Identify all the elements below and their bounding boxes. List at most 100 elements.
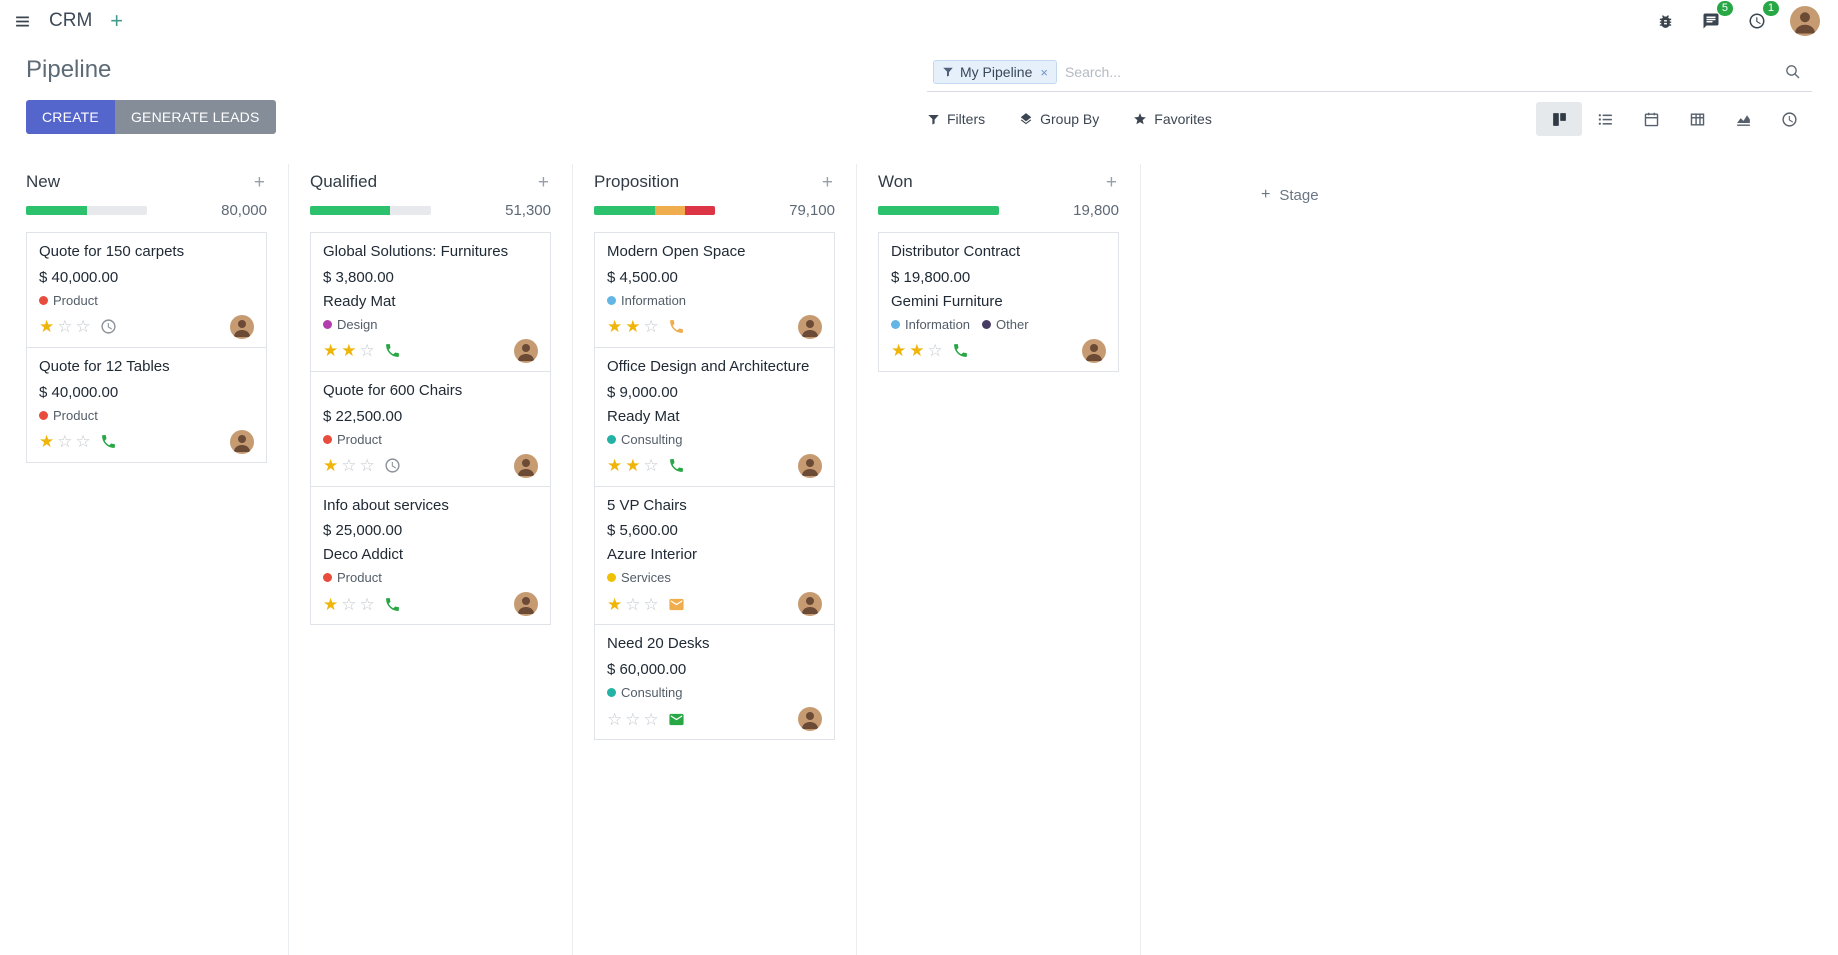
activity-button[interactable] [952, 342, 969, 359]
priority-star-icon[interactable]: ☆ [625, 594, 641, 614]
search-facet[interactable]: My Pipeline × [933, 60, 1057, 84]
generate-leads-button[interactable]: GENERATE LEADS [114, 100, 276, 134]
menu-icon[interactable] [10, 9, 35, 34]
kanban-card[interactable]: Quote for 150 carpets $ 40,000.00 Produc… [26, 232, 267, 348]
priority-star-icon[interactable]: ★ [891, 341, 907, 361]
kanban-card[interactable]: Need 20 Desks $ 60,000.00 Consulting ☆ ☆ ☆ [594, 624, 835, 740]
priority-star-icon[interactable]: ☆ [643, 709, 659, 729]
priority-star-icon[interactable]: ★ [625, 456, 641, 475]
priority-star-icon[interactable]: ★ [323, 594, 339, 614]
kanban-card[interactable]: Global Solutions: Furnitures $ 3,800.00 … [310, 232, 551, 372]
priority-star-icon[interactable]: ☆ [643, 456, 659, 475]
progress-segment[interactable] [594, 206, 655, 215]
column-title[interactable]: New [26, 172, 61, 191]
priority-star-icon[interactable]: ★ [39, 317, 55, 337]
progress-segment[interactable] [654, 206, 685, 215]
progress-segment[interactable] [310, 206, 390, 215]
priority-star-icon[interactable]: ★ [607, 317, 623, 337]
progress-segment[interactable] [878, 206, 999, 215]
column-quick-add-icon[interactable]: + [253, 171, 265, 193]
avatar[interactable] [798, 592, 822, 617]
search-bar[interactable]: My Pipeline × [927, 56, 1812, 92]
avatar[interactable] [514, 592, 538, 617]
app-name[interactable]: CRM [49, 10, 93, 31]
priority-star-icon[interactable]: ☆ [57, 317, 73, 337]
avatar[interactable] [798, 453, 822, 478]
priority-star-icon[interactable]: ★ [39, 432, 55, 451]
avatar[interactable] [230, 314, 254, 339]
avatar[interactable] [514, 338, 538, 363]
view-graph-button[interactable] [1720, 102, 1766, 136]
view-list-button[interactable] [1582, 102, 1628, 136]
kanban-card[interactable]: 5 VP Chairs $ 5,600.00 Azure Interior Se… [594, 485, 835, 626]
user-avatar[interactable] [1790, 6, 1820, 36]
activity-button[interactable] [100, 318, 117, 335]
column-quick-add-icon[interactable]: + [537, 171, 549, 193]
column-progressbar[interactable] [594, 206, 715, 215]
kanban-card[interactable]: Quote for 600 Chairs $ 22,500.00 Product… [310, 370, 551, 487]
view-activity-button[interactable] [1766, 102, 1812, 136]
facet-remove-icon[interactable]: × [1040, 64, 1048, 80]
group-by-button[interactable]: Group By [1019, 105, 1099, 133]
priority-star-icon[interactable]: ★ [341, 341, 357, 361]
priority-star-icon[interactable]: ☆ [643, 317, 659, 337]
priority-star-icon[interactable]: ★ [607, 456, 623, 475]
priority-star-icon[interactable]: ☆ [359, 594, 375, 614]
column-quick-add-icon[interactable]: + [1105, 171, 1117, 193]
activity-button[interactable] [384, 342, 401, 359]
kanban-card[interactable]: Modern Open Space $ 4,500.00 Information… [594, 232, 835, 348]
column-title[interactable]: Qualified [310, 172, 378, 191]
priority-star-icon[interactable]: ☆ [341, 594, 357, 614]
filters-button[interactable]: Filters [927, 105, 985, 133]
priority-star-icon[interactable]: ☆ [359, 456, 375, 475]
column-progressbar[interactable] [310, 206, 431, 215]
search-input[interactable] [1056, 59, 1780, 85]
avatar[interactable] [1082, 338, 1106, 363]
add-stage-button[interactable]: + Stage [1255, 186, 1325, 210]
priority-star-icon[interactable]: ☆ [341, 456, 357, 475]
priority-star-icon[interactable]: ☆ [927, 341, 943, 361]
priority-star-icon[interactable]: ☆ [57, 432, 73, 451]
column-title[interactable]: Won [878, 172, 913, 191]
activity-button[interactable] [384, 457, 401, 474]
activity-button[interactable] [668, 596, 685, 613]
column-progressbar[interactable] [878, 206, 999, 215]
priority-star-icon[interactable]: ★ [323, 456, 339, 475]
avatar[interactable] [514, 453, 538, 478]
kanban-card[interactable]: Distributor Contract $ 19,800.00 Gemini … [878, 232, 1119, 372]
activity-button[interactable] [668, 318, 685, 335]
search-button[interactable] [1780, 59, 1806, 85]
view-kanban-button[interactable] [1536, 102, 1582, 136]
view-calendar-button[interactable] [1628, 102, 1674, 136]
avatar[interactable] [798, 707, 822, 731]
add-icon[interactable]: + [106, 6, 127, 36]
kanban-card[interactable]: Quote for 12 Tables $ 40,000.00 Product … [26, 346, 267, 463]
priority-star-icon[interactable]: ☆ [75, 432, 91, 451]
activity-button[interactable] [100, 433, 117, 450]
priority-star-icon[interactable]: ☆ [625, 709, 641, 729]
priority-star-icon[interactable]: ☆ [359, 341, 375, 361]
priority-star-icon[interactable]: ☆ [607, 709, 623, 729]
avatar[interactable] [798, 314, 822, 339]
kanban-card[interactable]: Info about services $ 25,000.00 Deco Add… [310, 485, 551, 626]
column-quick-add-icon[interactable]: + [821, 171, 833, 193]
kanban-card[interactable]: Office Design and Architecture $ 9,000.0… [594, 346, 835, 487]
avatar[interactable] [230, 429, 254, 454]
activity-button[interactable] [668, 711, 685, 728]
column-title[interactable]: Proposition [594, 172, 680, 191]
priority-star-icon[interactable]: ☆ [75, 317, 91, 337]
column-progressbar[interactable] [26, 206, 147, 215]
activity-button[interactable] [384, 596, 401, 613]
priority-star-icon[interactable]: ☆ [643, 594, 659, 614]
messages-button[interactable] [1698, 8, 1724, 34]
progress-segment[interactable] [26, 206, 87, 215]
priority-star-icon[interactable]: ★ [909, 341, 925, 361]
debug-button[interactable] [1653, 9, 1678, 34]
activities-button[interactable] [1744, 8, 1770, 34]
activity-button[interactable] [668, 457, 685, 474]
priority-star-icon[interactable]: ★ [323, 341, 339, 361]
favorites-button[interactable]: Favorites [1133, 105, 1212, 133]
priority-star-icon[interactable]: ★ [625, 317, 641, 337]
create-button[interactable]: CREATE [26, 100, 115, 134]
priority-star-icon[interactable]: ★ [607, 594, 623, 614]
